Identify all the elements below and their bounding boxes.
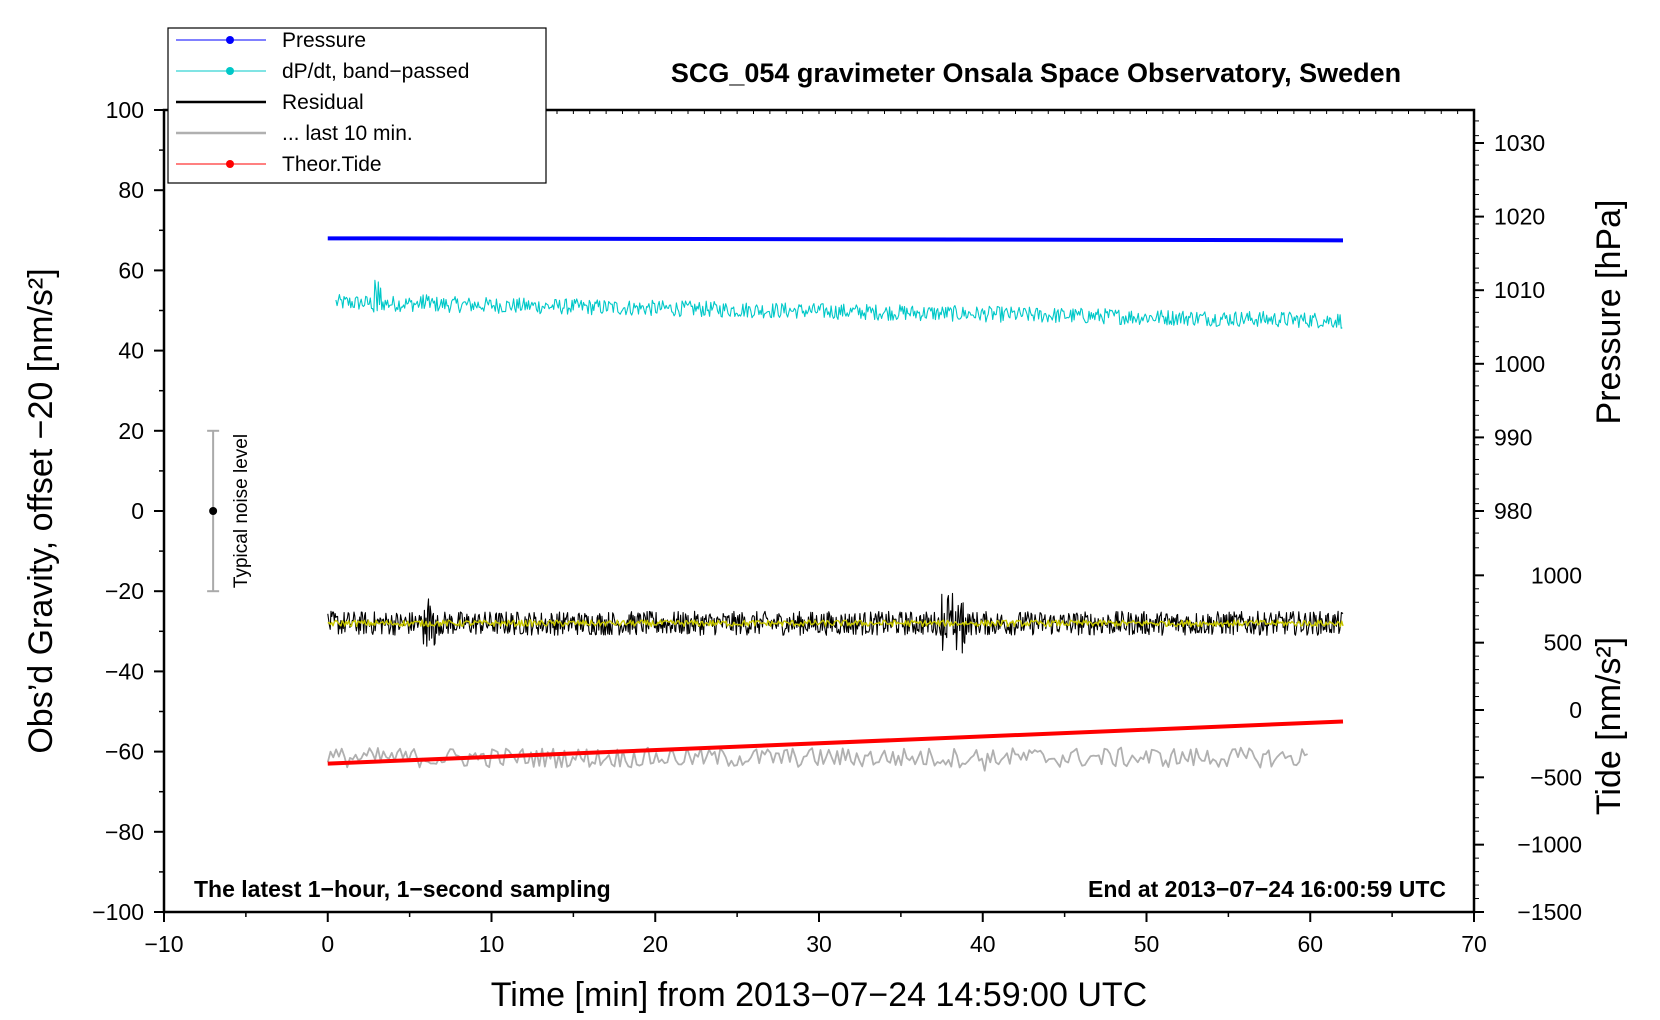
x-tick-label: 40 (970, 931, 996, 957)
x-tick-label: −10 (144, 931, 183, 957)
legend-marker (226, 160, 234, 168)
legend-label: dP/dt, band−passed (282, 60, 469, 83)
pressure-tick-label: 1010 (1494, 277, 1545, 303)
tide-tick-label: −500 (1530, 764, 1582, 790)
y-tick-label: −40 (105, 658, 144, 684)
x-tick-label: 70 (1461, 931, 1487, 957)
y-tick-label: −20 (105, 578, 144, 604)
y-tick-label: 40 (118, 338, 144, 364)
x-tick-label: 20 (642, 931, 668, 957)
legend-box (167, 27, 547, 184)
annotation-sampling: The latest 1−hour, 1−second sampling (194, 876, 611, 902)
plot-frame (162, 108, 1476, 914)
series-pressure (327, 236, 1344, 243)
x-tick-label: 10 (479, 931, 505, 957)
x-tick-label: 50 (1134, 931, 1160, 957)
y-tick-label: −100 (92, 899, 144, 925)
y-axis-title-left: Obs’d Gravity, offset −20 [nm/s²] (22, 268, 60, 753)
series-residual (327, 592, 1344, 654)
y-tick-label: 0 (131, 498, 144, 524)
y-axis-title-pressure: Pressure [hPa] (1590, 200, 1628, 425)
tide-tick-label: −1500 (1517, 899, 1582, 925)
legend-marker (226, 36, 234, 44)
y-tick-label: 100 (106, 97, 144, 123)
pressure-tick-label: 990 (1494, 424, 1532, 450)
pressure-tick-label: 1030 (1494, 130, 1545, 156)
series-dpdt (335, 279, 1343, 329)
chart-title: SCG_054 gravimeter Onsala Space Observat… (671, 58, 1401, 88)
legend-label: Residual (282, 91, 364, 114)
tide-tick-label: 0 (1569, 697, 1582, 723)
tide-tick-label: 500 (1544, 630, 1582, 656)
pressure-tick-label: 1000 (1494, 351, 1545, 377)
y-tick-label: 60 (118, 257, 144, 283)
x-axis-title: Time [min] from 2013−07−24 14:59:00 UTC (491, 976, 1147, 1014)
y-tick-label: −60 (105, 739, 144, 765)
y-axis-title-tide: Tide [nm/s²] (1590, 637, 1628, 815)
x-tick-label: 0 (321, 931, 334, 957)
tide-tick-label: −1000 (1517, 832, 1582, 858)
data-traces (326, 236, 1344, 772)
noise-bar: Typical noise level (207, 429, 252, 593)
legend-label: ... last 10 min. (282, 122, 413, 145)
y-tick-label: 80 (118, 177, 144, 203)
tide-tick-label: 1000 (1531, 562, 1582, 588)
x-tick-label: 60 (1297, 931, 1323, 957)
annotation-end-time: End at 2013−07−24 16:00:59 UTC (1088, 876, 1446, 902)
y-tick-label: −80 (105, 819, 144, 845)
axis-ticks: −10 0 10 20 30 40 50 60 70100806040200−20−40−60−… (92, 97, 1582, 957)
pressure-tick-label: 1020 (1494, 204, 1545, 230)
legend: Pressure dP/dt, band−passed Residual ... la… (167, 27, 547, 184)
series-residual_smooth (327, 619, 1344, 628)
legend-marker (226, 67, 234, 75)
noise-bar-point (209, 507, 218, 515)
legend-label: Pressure (282, 29, 366, 52)
pressure-tick-label: 980 (1494, 498, 1532, 524)
y-tick-label: 20 (118, 418, 144, 444)
noise-bar-label: Typical noise level (231, 434, 252, 588)
series-tide (327, 719, 1344, 766)
legend-label: Theor.Tide (282, 153, 382, 176)
x-tick-label: 30 (806, 931, 832, 957)
